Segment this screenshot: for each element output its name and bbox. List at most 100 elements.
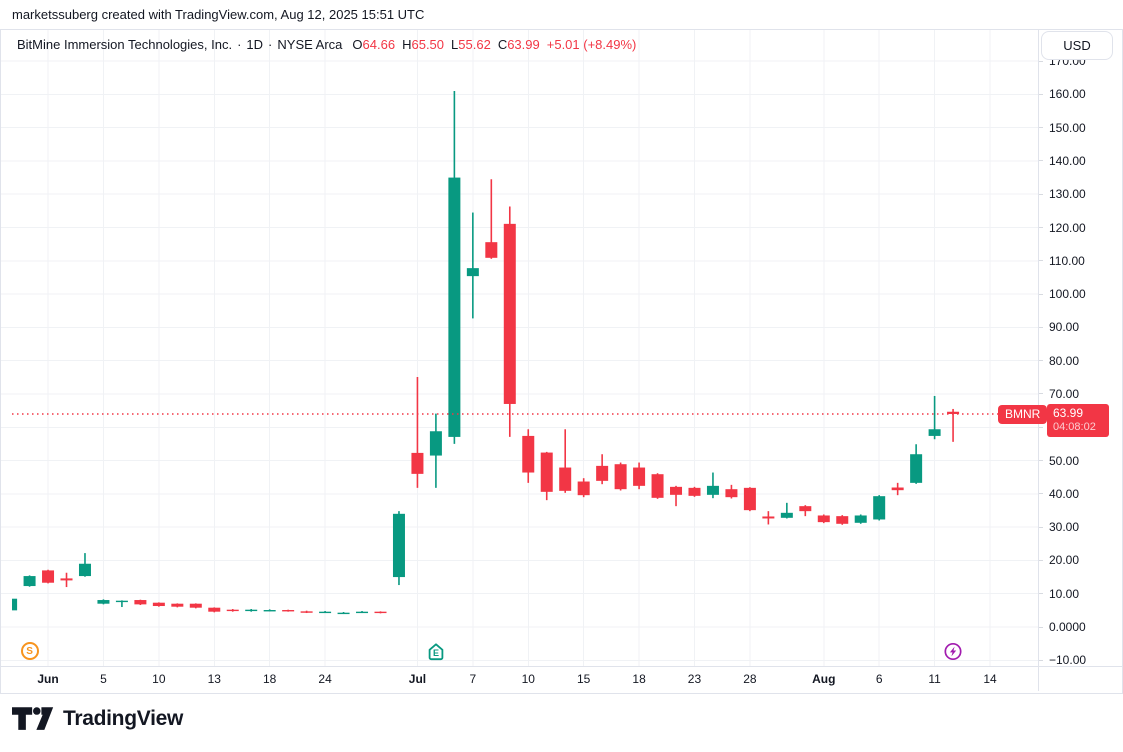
- candle-Aug-11: [928, 429, 941, 436]
- price-tick-mark: [1039, 593, 1043, 595]
- time-tick-label: 11: [928, 672, 941, 686]
- candle-Jun-18: [263, 610, 276, 612]
- last-price-value: 63.99: [1053, 406, 1084, 420]
- candle-Jul-8: [485, 242, 498, 258]
- earnings-marker[interactable]: E: [427, 642, 445, 660]
- price-tick-label: 140.00: [1049, 153, 1086, 168]
- time-tick-label: Jun: [37, 672, 59, 686]
- time-tick-label: Jul: [408, 672, 427, 686]
- ohlc-values: O64.66 H65.50 L55.62 C63.99: [352, 37, 546, 52]
- candle-Jun-4: [78, 563, 91, 577]
- price-tick-mark: [1039, 127, 1043, 129]
- price-tick-label: 30.00: [1049, 520, 1080, 535]
- price-tick-label: 120.00: [1049, 220, 1086, 235]
- ohlc-token: C63.99: [497, 37, 540, 52]
- price-tick-mark: [1039, 193, 1043, 195]
- price-axis-separator: [1038, 30, 1039, 691]
- price-tick-label: 20.00: [1049, 553, 1080, 568]
- candle-Jul-30: [780, 512, 793, 518]
- lightning-bolt-icon: [944, 642, 962, 660]
- price-tick-label: 100.00: [1049, 287, 1086, 302]
- tradingview-logo[interactable]: TradingView: [12, 705, 183, 733]
- currency-button[interactable]: USD: [1041, 31, 1113, 60]
- candle-Jun-11: [171, 603, 184, 607]
- time-tick-label: 24: [318, 672, 332, 686]
- candle-Jul-2: [429, 431, 442, 456]
- time-tick-label: 15: [576, 672, 591, 686]
- price-tick-label: 150.00: [1049, 120, 1086, 135]
- bar-countdown: 04:08:02: [1053, 421, 1096, 433]
- price-tick-mark: [1039, 326, 1043, 328]
- candle-Jul-1: [411, 452, 424, 474]
- candle-Jun-20: [282, 610, 295, 612]
- candle-Jun-25: [337, 612, 350, 615]
- change-value: +5.01 (+8.49%): [546, 37, 637, 52]
- candle-Aug-12: [947, 411, 960, 414]
- price-tick-label: 50.00: [1049, 453, 1080, 468]
- candle-Jul-3: [448, 177, 461, 437]
- candle-Jun-17: [245, 609, 258, 612]
- candle-Jun-16: [226, 609, 239, 612]
- exchange-label[interactable]: NYSE Arca: [277, 37, 343, 52]
- price-tick-mark: [1039, 526, 1043, 528]
- candle-Jul-25: [725, 489, 738, 498]
- price-tick-label: 40.00: [1049, 486, 1080, 501]
- price-tick-mark: [1039, 426, 1043, 428]
- candle-Aug-1: [817, 515, 830, 523]
- candle-Jul-21: [651, 474, 664, 498]
- candle-Jul-16: [596, 465, 609, 481]
- ohlc-token: O64.66: [352, 37, 396, 52]
- time-tick-label: 18: [632, 672, 646, 686]
- candles-layer: [12, 91, 960, 615]
- time-tick-label: 7: [469, 672, 477, 686]
- price-tick-label: 80.00: [1049, 353, 1080, 368]
- time-tick-label: 28: [743, 672, 757, 686]
- price-tick-mark: [1039, 626, 1043, 628]
- tradingview-logo-text: TradingView: [63, 707, 184, 730]
- price-tick-label: 0.0000: [1049, 620, 1086, 634]
- candle-Aug-7: [891, 487, 904, 491]
- price-tick-label: 90.00: [1049, 320, 1080, 335]
- candle-May-29: [12, 598, 18, 611]
- last-price-label[interactable]: 63.99 04:08:02: [1047, 404, 1109, 437]
- time-tick-label: Aug: [812, 672, 836, 686]
- price-tick-mark: [1039, 293, 1043, 295]
- grid: [1, 30, 1038, 666]
- ohlc-token: L55.62: [451, 37, 491, 52]
- candle-Aug-6: [873, 496, 886, 520]
- candle-Jul-23: [688, 487, 701, 496]
- time-tick-label: 23: [687, 672, 702, 686]
- legend-separator: ·: [237, 37, 242, 52]
- price-tick-mark: [1039, 460, 1043, 462]
- candle-Jul-24: [706, 485, 719, 495]
- time-tick-label: 5: [100, 672, 107, 686]
- symbol-price-flag[interactable]: BMNR: [998, 405, 1048, 424]
- split-marker[interactable]: S: [20, 642, 39, 660]
- price-tick-mark: [1039, 360, 1043, 362]
- candle-Jun-5: [97, 600, 110, 604]
- chart-pane[interactable]: [1, 30, 1038, 666]
- interval-label[interactable]: 1D: [246, 37, 264, 52]
- candle-Jul-11: [540, 452, 553, 492]
- candle-Jul-31: [799, 506, 812, 512]
- candle-Aug-8: [910, 454, 923, 483]
- symbol-name[interactable]: BitMine Immersion Technologies, Inc.: [17, 37, 233, 52]
- alert-marker[interactable]: [944, 642, 962, 660]
- price-tick-mark: [1039, 160, 1043, 162]
- candle-Jul-17: [614, 464, 627, 490]
- candle-Jul-18: [633, 467, 646, 486]
- candle-Jul-7: [466, 268, 479, 277]
- candle-Jun-2: [42, 570, 55, 583]
- candle-Jun-6: [115, 600, 128, 603]
- time-tick-label: 14: [983, 672, 997, 686]
- symbol-legend: BitMine Immersion Technologies, Inc. · 1…: [17, 37, 636, 52]
- candle-Jun-23: [300, 611, 313, 613]
- legend-separator: ·: [268, 37, 273, 52]
- candle-Jun-26: [356, 611, 369, 614]
- tradingview-logo-mark: [12, 707, 54, 730]
- price-tick-mark: [1039, 260, 1043, 262]
- price-tick-label: 160.00: [1049, 87, 1086, 102]
- price-tick-label: 130.00: [1049, 187, 1086, 202]
- svg-text:E: E: [433, 648, 439, 658]
